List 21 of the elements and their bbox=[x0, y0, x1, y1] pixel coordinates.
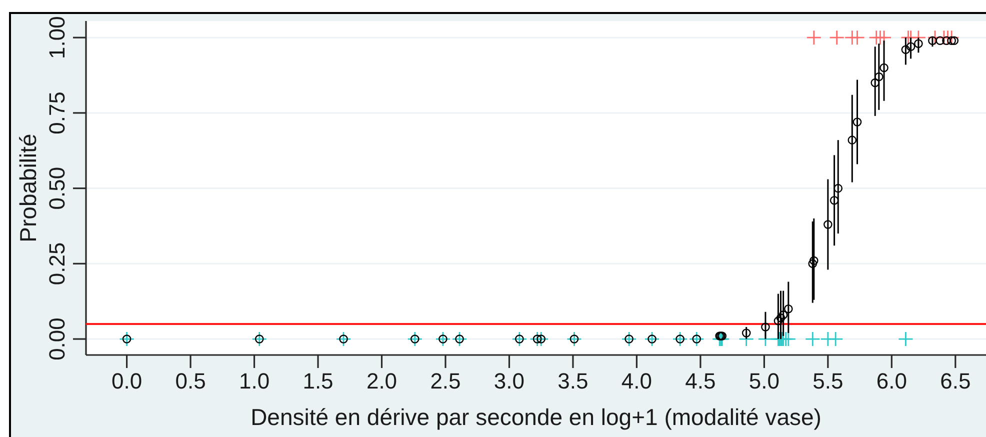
x-tick-label: 4.5 bbox=[685, 368, 716, 394]
y-tick-label: 1.00 bbox=[44, 16, 70, 59]
y-tick-label: 0.00 bbox=[44, 318, 70, 360]
y-tick-label: 0.75 bbox=[44, 92, 70, 134]
x-tick-label: 5.5 bbox=[812, 368, 844, 394]
x-tick-label: 3.5 bbox=[558, 368, 588, 394]
x-tick-label: 6.5 bbox=[940, 368, 971, 394]
x-tick-label: 1.5 bbox=[302, 368, 334, 394]
x-tick-label: 4.0 bbox=[621, 368, 652, 394]
x-tick-label: 2.0 bbox=[366, 368, 398, 394]
x-tick-label: 0.5 bbox=[175, 368, 206, 394]
x-tick-label: 5.0 bbox=[748, 368, 780, 394]
y-axis-title: Probabilité bbox=[15, 134, 41, 242]
x-axis-title: Densité en dérive par seconde en log+1 (modalité vase) bbox=[250, 404, 822, 430]
x-tick-label: 6.0 bbox=[876, 368, 907, 394]
y-tick-label: 0.50 bbox=[44, 166, 70, 210]
x-tick-label: 0.0 bbox=[111, 368, 142, 394]
x-tick-label: 1.0 bbox=[238, 368, 270, 394]
x-tick-label: 2.5 bbox=[430, 368, 461, 394]
x-tick-label: 3.0 bbox=[494, 368, 525, 394]
y-tick-label: 0.25 bbox=[44, 242, 70, 286]
